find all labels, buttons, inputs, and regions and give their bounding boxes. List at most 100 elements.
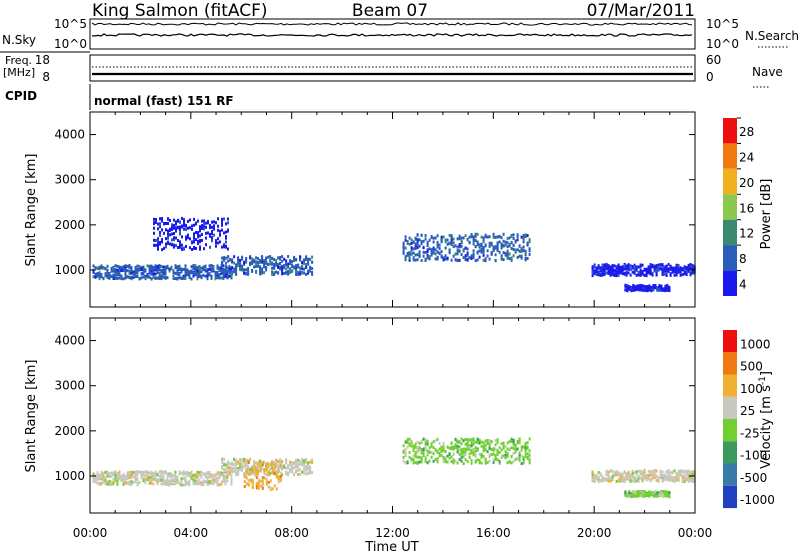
velocity-echo-cell: [406, 438, 409, 441]
velocity-echo-cell: [162, 474, 165, 478]
power-colorbar-tick-label: 8: [739, 252, 747, 266]
power-echo-cell: [458, 258, 461, 262]
power-echo-cell: [237, 257, 240, 261]
velocity-echo-cell: [94, 476, 97, 480]
velocity-echo-cell: [514, 450, 517, 454]
velocity-echo-cell: [283, 465, 286, 469]
power-echo-cell: [153, 238, 155, 242]
power-echo-cell: [198, 271, 201, 275]
velocity-echo-cell: [630, 493, 633, 497]
velocity-echo-cell: [269, 471, 272, 475]
velocity-echo-cell: [623, 470, 626, 474]
velocity-echo-cell: [208, 480, 211, 484]
velocity-echo-cell: [253, 460, 256, 464]
power-echo-cell: [639, 271, 642, 274]
velocity-echo-cell: [657, 476, 660, 480]
power-echo-cell: [148, 271, 151, 275]
power-echo-cell: [436, 234, 439, 238]
velocity-echo-cell: [237, 467, 240, 470]
power-colorbar-tick-label: 24: [739, 150, 754, 164]
power-echo-cell: [665, 274, 668, 277]
velocity-echo-cell: [170, 478, 173, 482]
velocity-echo-cell: [492, 447, 495, 451]
velocity-echo-cell: [673, 477, 676, 481]
power-echo-cell: [402, 243, 405, 246]
power-echo-cell: [261, 269, 264, 273]
power-echo-cell: [237, 261, 240, 265]
power-echo-cell: [440, 240, 443, 244]
velocity-echo-cell: [619, 474, 622, 478]
power-echo-cell: [593, 269, 596, 273]
velocity-echo-cell: [180, 479, 183, 483]
power-echo-cell: [416, 233, 419, 237]
velocity-echo-cell: [156, 473, 159, 476]
power-echo-cell: [245, 260, 248, 264]
power-echo-cell: [219, 240, 221, 244]
power-echo-cell: [210, 269, 213, 273]
velocity-echo-cell: [206, 476, 209, 480]
velocity-echo-cell: [648, 490, 651, 494]
velocity-echo-cell: [196, 476, 199, 480]
velocity-echo-cell: [462, 455, 465, 459]
power-echo-cell: [506, 245, 509, 249]
power-echo-cell: [448, 251, 451, 255]
velocity-echo-cell: [154, 471, 157, 475]
velocity-echo-cell: [134, 479, 137, 483]
power-echo-cell: [138, 265, 141, 269]
power-echo-cell: [623, 264, 626, 267]
velocity-echo-cell: [687, 469, 690, 473]
power-echo-cell: [436, 250, 439, 254]
velocity-echo-cell: [490, 453, 493, 456]
velocity-echo-cell: [222, 474, 225, 478]
velocity-echo-cell: [275, 470, 278, 474]
power-echo-cell: [464, 234, 467, 238]
power-echo-cell: [190, 269, 193, 273]
power-echo-cell: [472, 249, 475, 253]
velocity-echo-cell: [140, 476, 143, 480]
velocity-echo-cell: [305, 465, 308, 469]
velocity-echo-cell: [504, 444, 507, 448]
velocity-echo-cell: [628, 491, 631, 495]
power-echo-cell: [404, 258, 407, 262]
power-echo-cell: [114, 268, 117, 272]
power-echo-cell: [526, 257, 529, 260]
freq-tick-top: 18: [35, 53, 50, 67]
power-echo-cell: [228, 267, 231, 271]
power-echo-cell: [223, 231, 225, 235]
power-echo-cell: [94, 266, 97, 270]
power-echo-cell: [639, 268, 642, 272]
power-echo-cell: [198, 275, 201, 278]
power-echo-cell: [626, 283, 629, 287]
velocity-echo-cell: [662, 495, 665, 498]
power-echo-cell: [259, 260, 262, 264]
velocity-echo-cell: [279, 466, 282, 470]
power-echo-cell: [190, 271, 193, 275]
power-echo-cell: [661, 263, 664, 267]
power-echo-cell: [311, 267, 314, 271]
power-echo-cell: [174, 264, 177, 268]
power-echo-cell: [144, 269, 147, 273]
beam-title: Beam 07: [352, 1, 428, 21]
velocity-echo-cell: [488, 444, 491, 448]
power-echo-cell: [506, 237, 509, 240]
velocity-echo-cell: [597, 471, 600, 474]
velocity-echo-cell: [464, 442, 467, 446]
velocity-echo-cell: [156, 480, 159, 484]
power-echo-cell: [619, 265, 622, 269]
velocity-echo-cell: [496, 441, 499, 445]
power-echo-cell: [508, 236, 511, 240]
power-echo-cell: [261, 258, 264, 262]
velocity-echo-cell: [502, 445, 505, 449]
velocity-echo-cell: [683, 477, 686, 481]
velocity-echo-cell: [520, 445, 523, 449]
velocity-echo-cell: [522, 456, 525, 460]
power-echo-cell: [444, 238, 447, 242]
power-echo-cell: [181, 243, 183, 247]
velocity-echo-cell: [474, 455, 477, 459]
velocity-echo-cell: [206, 478, 209, 482]
power-echo-cell: [649, 268, 652, 272]
power-echo-cell: [691, 266, 694, 270]
power-echo-cell: [510, 258, 513, 262]
power-echo-cell: [257, 264, 260, 268]
power-echo-cell: [595, 273, 598, 276]
